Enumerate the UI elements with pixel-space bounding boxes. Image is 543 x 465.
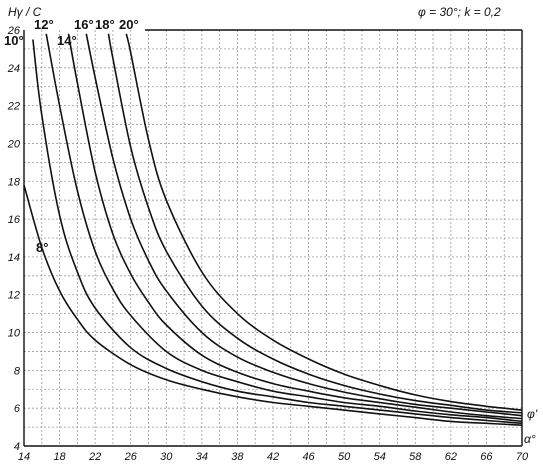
curves <box>23 33 523 426</box>
series-label: 10° <box>4 33 24 48</box>
x-tick-label: 46 <box>302 451 315 463</box>
x-tick-label: 62 <box>445 451 457 463</box>
x-tick-label: 66 <box>480 451 493 463</box>
x-tick-label: 38 <box>231 451 244 463</box>
x-tick-label: 70 <box>516 451 529 463</box>
series-line-0 <box>23 184 523 426</box>
series-labels: 8° 10° 12°14°16° 18° 20° <box>4 17 139 255</box>
series-label: 14° <box>57 33 77 48</box>
y-tick-label: 4 <box>14 441 20 453</box>
x-tick-label: 14 <box>18 451 30 463</box>
series-label: 18° <box>95 17 115 32</box>
series-line-1 <box>32 39 523 425</box>
right-axis-label: φ' <box>527 407 538 421</box>
series-label: 16° <box>74 17 94 32</box>
series-line-5 <box>107 33 523 414</box>
series-line-4 <box>85 33 523 417</box>
y-tick-label: 14 <box>8 252 20 264</box>
x-tick-label: 54 <box>374 451 386 463</box>
x-tick-label: 34 <box>196 451 208 463</box>
x-tick-label: 18 <box>53 451 66 463</box>
x-tick-label: 50 <box>338 451 351 463</box>
series-label: 8° <box>36 240 48 255</box>
x-axis-label: α° <box>524 432 536 446</box>
y-tick-label: 26 <box>7 25 21 37</box>
y-tick-label: 6 <box>14 403 21 415</box>
y-axis-label: Hγ / C <box>8 5 42 19</box>
axes <box>23 29 523 447</box>
y-tick-label: 20 <box>7 138 21 150</box>
x-tick-label: 58 <box>409 451 422 463</box>
y-tick-label: 16 <box>8 214 21 226</box>
series-label: 12° <box>34 17 54 32</box>
x-tick-label: 30 <box>160 451 173 463</box>
series-line-3 <box>67 33 523 420</box>
grid <box>24 30 522 446</box>
x-tick-label: 22 <box>88 451 101 463</box>
y-tick-label: 12 <box>8 290 20 302</box>
series-label: 20° <box>119 17 139 32</box>
y-tick-label: 10 <box>8 328 21 340</box>
x-tick-label: 42 <box>267 451 279 463</box>
y-tick-label: 8 <box>14 365 21 377</box>
parameter-note: φ = 30°; k = 0,2 <box>418 5 501 19</box>
x-tick-label: 26 <box>124 451 138 463</box>
tick-labels: 14 18 22 26 30 34 38 42 46 50 54 58 62 66 704681012141… <box>7 25 529 463</box>
y-tick-label: 18 <box>8 176 21 188</box>
y-tick-label: 24 <box>7 63 20 75</box>
series-line-6 <box>125 33 523 411</box>
series-line-2 <box>45 33 523 423</box>
y-tick-label: 22 <box>7 101 20 113</box>
